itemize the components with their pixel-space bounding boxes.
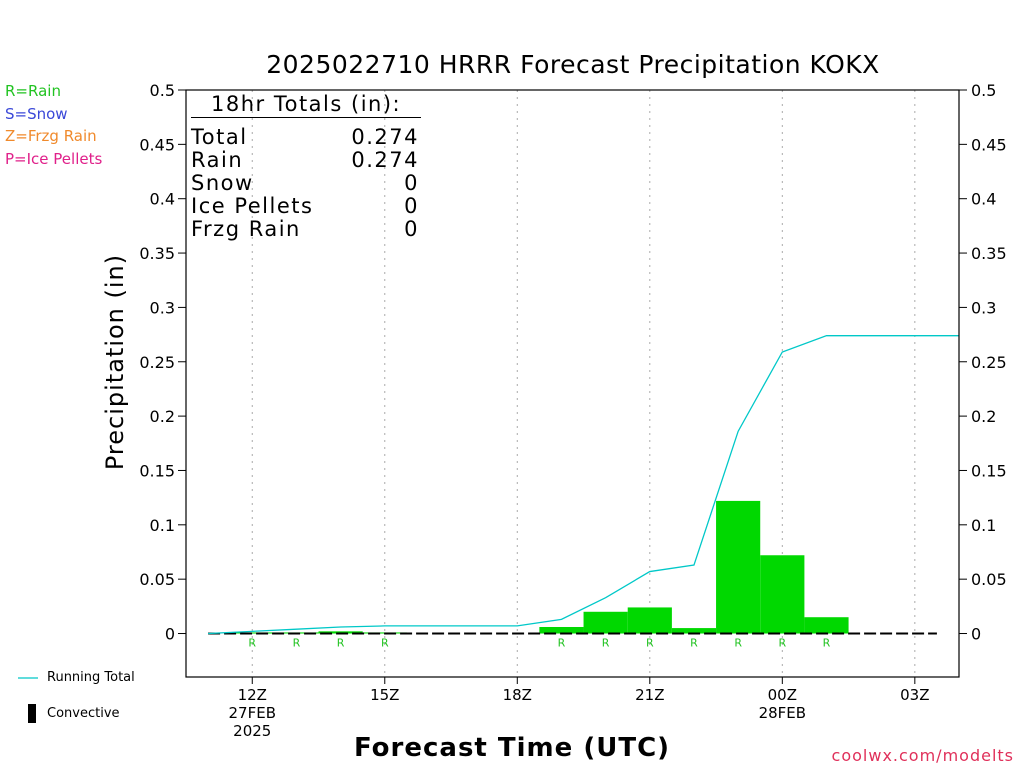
convective-legend-swatch [28, 704, 36, 723]
x-tick-label: 28FEB [759, 704, 806, 722]
y-tick-label-left: 0.05 [139, 570, 175, 589]
precip-bar [627, 607, 672, 634]
totals-label: Ice Pellets [191, 194, 314, 218]
y-tick-label-right: 0.25 [971, 353, 1007, 372]
y-tick-label-left: 0.4 [150, 190, 175, 209]
totals-label: Total [191, 125, 248, 149]
precip-bar [318, 631, 363, 634]
totals-row-rain: Rain 0.274 [191, 148, 419, 172]
totals-label: Rain [191, 148, 244, 172]
running-total-line [208, 335, 959, 635]
y-tick-label-right: 0.5 [971, 81, 996, 100]
x-tick-label: 21Z [635, 686, 664, 704]
legend-frzg-rain: Z=Frzg Rain [5, 127, 97, 145]
y-tick-label-left: 0.5 [150, 81, 175, 100]
x-tick-label: 03Z [900, 686, 929, 704]
precip-type-letter: R [734, 637, 742, 650]
legend-rain: R=Rain [5, 82, 61, 100]
totals-row-total: Total 0.274 [191, 125, 419, 149]
y-tick-label-right: 0.05 [971, 570, 1007, 589]
y-tick-label-left: 0.15 [139, 461, 175, 480]
y-tick-label-right: 0.1 [971, 516, 996, 535]
y-tick-label-right: 0.45 [971, 135, 1007, 154]
legend-snow: S=Snow [5, 105, 68, 123]
y-tick-label-left: 0.1 [150, 516, 175, 535]
y-tick-label-left: 0.35 [139, 244, 175, 263]
precip-type-letter: R [293, 637, 301, 650]
y-tick-label-right: 0.4 [971, 190, 996, 209]
x-tick-label: 00Z [768, 686, 797, 704]
precip-bar [583, 611, 628, 634]
totals-label: Snow [191, 171, 254, 195]
precip-type-letter: R [690, 637, 698, 650]
x-axis-label: Forecast Time (UTC) [353, 733, 671, 763]
precip-type-letter: R [248, 637, 256, 650]
precip-bar [716, 500, 761, 634]
totals-value: 0 [404, 194, 419, 218]
precip-type-letter: R [602, 637, 610, 650]
totals-row-frzg-rain: Frzg Rain 0 [191, 217, 419, 241]
x-tick-label: 12Z [238, 686, 267, 704]
totals-header: 18hr Totals (in): [211, 92, 402, 116]
y-tick-label-left: 0.2 [150, 407, 175, 426]
precip-type-letter: R [381, 637, 389, 650]
plot-frame [185, 89, 960, 678]
precip-type-letter: R [337, 637, 345, 650]
totals-value: 0 [404, 217, 419, 241]
precip-type-letter: R [646, 637, 654, 650]
totals-value: 0.274 [351, 148, 419, 172]
y-axis-label: Precipitation (in) [101, 253, 129, 471]
x-tick-label: 18Z [503, 686, 532, 704]
y-tick-label-left: 0.3 [150, 298, 175, 317]
precip-type-letter: R [558, 637, 566, 650]
totals-header-underline [191, 117, 421, 118]
y-tick-label-right: 0.2 [971, 407, 996, 426]
y-tick-label-left: 0 [165, 625, 175, 644]
y-tick-label-right: 0.35 [971, 244, 1007, 263]
running-total-legend-label: Running Total [47, 670, 135, 685]
y-tick-label-left: 0.25 [139, 353, 175, 372]
totals-value: 0.274 [351, 125, 419, 149]
y-tick-label-right: 0.15 [971, 461, 1007, 480]
y-tick-label-right: 0 [971, 625, 981, 644]
totals-row-snow: Snow 0 [191, 171, 419, 195]
x-tick-label: 27FEB [229, 704, 276, 722]
credit-link[interactable]: coolwx.com/modelts [831, 746, 1014, 765]
convective-legend-label: Convective [47, 706, 120, 721]
totals-row-ice-pellets: Ice Pellets 0 [191, 194, 419, 218]
y-tick-label-right: 0.3 [971, 298, 996, 317]
precip-bar [539, 626, 584, 634]
legend-ice-pellets: P=Ice Pellets [5, 150, 103, 168]
precip-bar [671, 628, 717, 634]
precip-bar [804, 617, 849, 634]
precip-bar [760, 555, 805, 634]
precip-bar [230, 632, 275, 634]
totals-label: Frzg Rain [191, 217, 301, 241]
totals-value: 0 [404, 171, 419, 195]
precip-type-letter: R [823, 637, 831, 650]
x-tick-label: 2025 [233, 722, 271, 740]
y-tick-label-left: 0.45 [139, 135, 175, 154]
x-tick-label: 15Z [370, 686, 399, 704]
chart-title: 2025022710 HRRR Forecast Precipitation K… [266, 50, 880, 79]
precip-type-letter: R [778, 637, 786, 650]
